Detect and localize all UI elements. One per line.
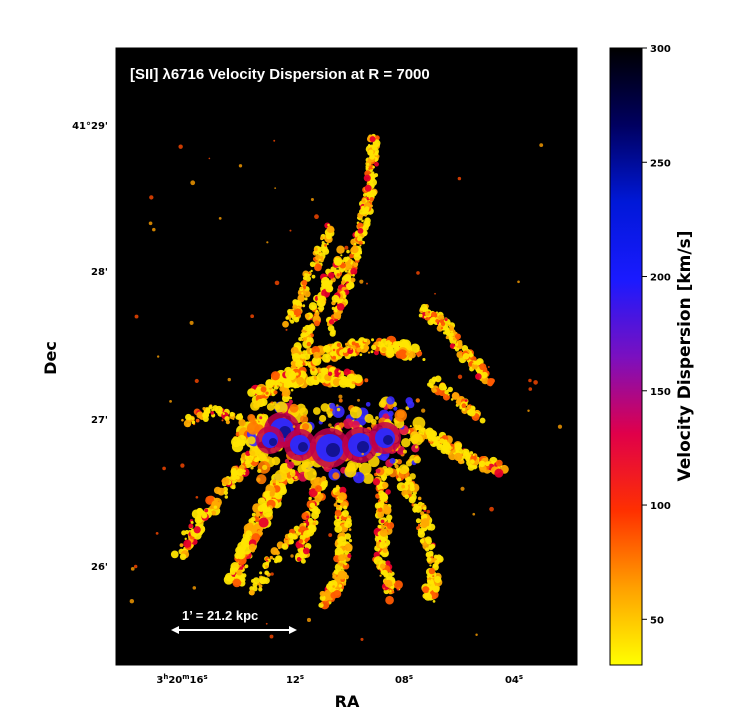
colorbar-tick-label: 50: [650, 615, 664, 626]
y-axis-label: Dec: [41, 341, 60, 375]
image-title: [SII] λ6716 Velocity Dispersion at R = 7…: [130, 66, 430, 83]
colorbar-tick-label: 100: [650, 501, 671, 512]
y-tick-label: 41°29': [72, 121, 108, 132]
y-tick-label: 26': [91, 562, 108, 573]
scale-bar: 1’ = 21.2 kpc: [171, 608, 297, 634]
colorbar-tick-label: 250: [650, 158, 671, 169]
colorbar-label: Velocity Dispersion [km/s]: [675, 231, 695, 482]
emission-filaments: [129, 133, 563, 641]
x-tick-label: 08s: [395, 673, 413, 686]
axis-ticks: [116, 48, 577, 665]
x-axis-label: RA: [335, 692, 360, 711]
colorbar: [609, 47, 643, 666]
x-tick-label: 3h20m16s: [156, 673, 207, 686]
colorbar-tick-label: 300: [650, 44, 671, 55]
y-tick-label: 27': [91, 415, 108, 426]
colorbar-ticks: 50 100 150 200 250 300: [642, 44, 671, 626]
colorbar-tick-label: 150: [650, 387, 671, 398]
x-tick-label: 12s: [286, 673, 304, 686]
x-tick-label: 04s: [505, 673, 523, 686]
scale-bar-label: 1’ = 21.2 kpc: [182, 608, 258, 623]
y-tick-label: 28': [91, 267, 108, 278]
colorbar-tick-label: 200: [650, 273, 671, 284]
